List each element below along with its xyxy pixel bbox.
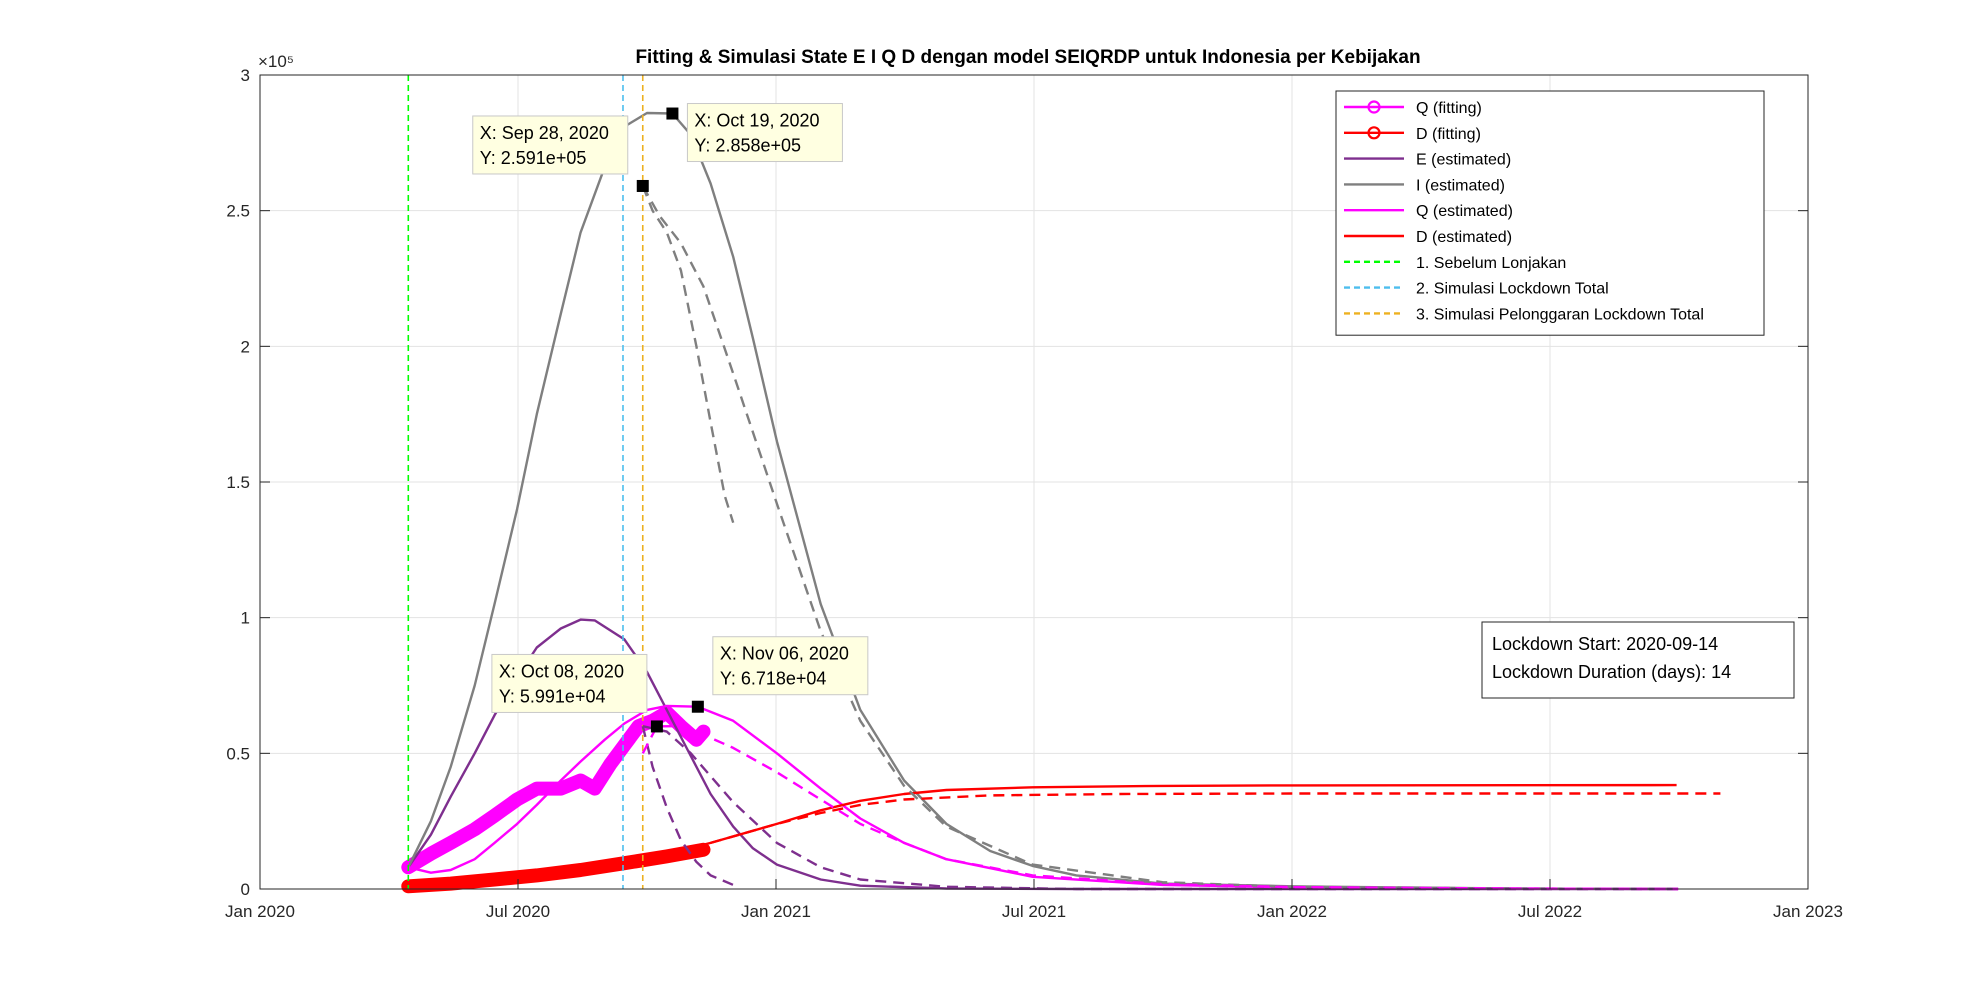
y-tick-label: 1.5	[226, 473, 250, 492]
datatips: X: Sep 28, 2020 Y: 2.591e+05 X: Oct 19, 20…	[472, 103, 869, 733]
legend-label: E (estimated)	[1416, 152, 1511, 169]
datatip-marker	[650, 720, 663, 733]
legend-label: 3. Simulasi Pelonggaran Lockdown Total	[1416, 306, 1704, 323]
legend-label: Q (estimated)	[1416, 203, 1513, 220]
series-q-estimated	[408, 704, 1679, 891]
y-tick-label: 0.5	[226, 744, 250, 763]
legend-marker	[1367, 100, 1381, 114]
datatip-box	[686, 103, 843, 163]
datatip-y: Y: 5.991e+04	[499, 686, 606, 706]
x-tick-label: Jul 2021	[1002, 902, 1066, 921]
datatip-x: X: Sep 28, 2020	[480, 123, 609, 143]
datatip-y: Y: 2.591e+05	[480, 148, 587, 168]
legend-label: D (estimated)	[1416, 229, 1512, 246]
series-i-estimated	[407, 111, 1679, 891]
datatip-box	[472, 115, 629, 175]
x-tick-label: Jan 2023	[1773, 902, 1843, 921]
x-tick-label: Jul 2020	[486, 902, 550, 921]
series-dashed-simulation	[641, 185, 735, 524]
series-dashed-simulation	[641, 725, 734, 887]
x-tick-label: Jan 2021	[741, 902, 811, 921]
series-dashed-simulation	[710, 792, 1721, 845]
datatip-marker	[666, 107, 679, 120]
legend-label: I (estimated)	[1416, 177, 1505, 194]
y-tick-label: 2	[241, 337, 250, 356]
datatip-x: X: Oct 19, 2020	[694, 111, 819, 131]
series-dashed-simulation	[641, 725, 1679, 891]
datatip-y: Y: 2.858e+05	[694, 136, 801, 156]
x-tick-label: Jan 2022	[1257, 902, 1327, 921]
datatip-marker	[691, 700, 704, 713]
datatip-box	[712, 636, 869, 696]
series-d-estimated	[408, 783, 1677, 888]
annotation-line: Lockdown Duration (days): 14	[1492, 662, 1731, 682]
legend-label: 1. Sebelum Lonjakan	[1416, 255, 1566, 272]
legend-marker	[1367, 126, 1381, 140]
datatip-y: Y: 6.718e+04	[720, 669, 827, 689]
chart-title: Fitting & Simulasi State E I Q D dengan …	[635, 47, 1420, 68]
lockdown-annotation: Lockdown Start: 2020-09-14 Lockdown Durat…	[1481, 621, 1795, 699]
annotation-box	[1481, 621, 1795, 699]
legend-box	[1335, 90, 1765, 336]
x-tick-label: Jan 2020	[225, 902, 295, 921]
y-axis-exponent: ×10⁵	[258, 52, 294, 71]
annotation-line: Lockdown Start: 2020-09-14	[1492, 634, 1718, 654]
datatip-x: X: Oct 08, 2020	[499, 661, 624, 681]
legend-label: 2. Simulasi Lockdown Total	[1416, 281, 1609, 298]
legend: Q (fitting) D (fitting) E (estimated) I (es…	[1335, 90, 1765, 336]
legend-label: D (fitting)	[1416, 126, 1481, 143]
legend-label: Q (fitting)	[1416, 100, 1482, 117]
axis-ticks: Jan 2020 Jul 2020 Jan 2021 Jul 2021 Jan 2022…	[225, 66, 1843, 921]
x-tick-label: Jul 2022	[1518, 902, 1582, 921]
datatip-marker	[636, 179, 649, 192]
datatip-x: X: Nov 06, 2020	[720, 644, 849, 664]
datatip-box	[491, 653, 648, 713]
y-tick-label: 0	[241, 880, 250, 899]
series-dashed-simulation	[642, 725, 1679, 891]
series-layer	[401, 75, 1721, 894]
y-tick-label: 3	[241, 66, 250, 85]
y-tick-label: 1	[241, 609, 250, 628]
y-tick-label: 2.5	[226, 202, 250, 221]
